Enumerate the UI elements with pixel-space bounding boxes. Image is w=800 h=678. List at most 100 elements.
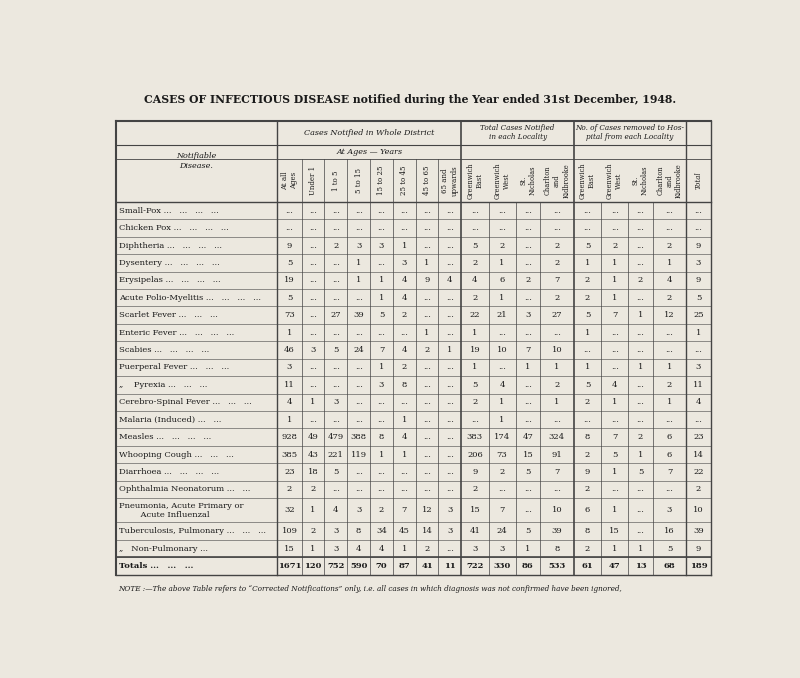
Text: 4: 4 <box>333 506 338 514</box>
Text: 7: 7 <box>378 346 384 354</box>
Text: 45 to 65: 45 to 65 <box>423 166 431 195</box>
Text: ...: ... <box>637 207 644 215</box>
Text: ...: ... <box>423 416 431 424</box>
Text: ...: ... <box>637 259 644 267</box>
Text: ...: ... <box>332 294 340 302</box>
Text: 24: 24 <box>354 346 364 354</box>
Text: ...: ... <box>610 416 618 424</box>
Text: ...: ... <box>400 398 408 406</box>
Text: 388: 388 <box>350 433 366 441</box>
Text: 10: 10 <box>694 506 704 514</box>
Text: ...: ... <box>332 485 340 494</box>
Text: 2: 2 <box>585 294 590 302</box>
Text: ...: ... <box>446 450 454 458</box>
Text: 2: 2 <box>667 241 672 250</box>
Text: ...: ... <box>524 485 532 494</box>
Text: ...: ... <box>309 329 317 336</box>
Text: ...: ... <box>446 241 454 250</box>
Text: 23: 23 <box>694 433 704 441</box>
Text: ...: ... <box>354 485 362 494</box>
Text: 1: 1 <box>472 329 478 336</box>
Text: 21: 21 <box>497 311 507 319</box>
Text: 1: 1 <box>424 329 430 336</box>
Text: 1: 1 <box>612 294 618 302</box>
Text: Small-Pox ...   ...   ...   ...: Small-Pox ... ... ... ... <box>119 207 219 215</box>
Text: 2: 2 <box>499 241 505 250</box>
Text: 2: 2 <box>554 294 559 302</box>
Text: ...: ... <box>498 224 506 232</box>
Text: ...: ... <box>553 224 561 232</box>
Text: 221: 221 <box>328 450 344 458</box>
Text: ...: ... <box>446 294 454 302</box>
Text: 14: 14 <box>693 450 704 458</box>
Text: 4: 4 <box>286 398 292 406</box>
Text: 1: 1 <box>499 259 505 267</box>
Text: 5: 5 <box>585 311 590 319</box>
Text: 1: 1 <box>638 311 643 319</box>
Text: 2: 2 <box>667 381 672 389</box>
Text: 3: 3 <box>333 544 338 553</box>
Text: 4: 4 <box>402 277 407 284</box>
Text: ...: ... <box>332 363 340 372</box>
Text: 3: 3 <box>333 527 338 535</box>
Text: ...: ... <box>446 329 454 336</box>
Text: ...: ... <box>637 346 644 354</box>
Text: 2: 2 <box>334 241 338 250</box>
Text: 4: 4 <box>402 433 407 441</box>
Text: 119: 119 <box>350 450 366 458</box>
Text: 5: 5 <box>667 544 672 553</box>
Text: ...: ... <box>286 224 294 232</box>
Text: 3: 3 <box>402 259 407 267</box>
Text: No. of Cases removed to Hos-
pital from each Locality: No. of Cases removed to Hos- pital from … <box>576 123 685 142</box>
Text: 1: 1 <box>667 259 672 267</box>
Text: 39: 39 <box>551 527 562 535</box>
Text: 91: 91 <box>551 450 562 458</box>
Text: ...: ... <box>354 224 362 232</box>
Text: 1: 1 <box>378 363 384 372</box>
Text: 5: 5 <box>585 381 590 389</box>
Text: 324: 324 <box>549 433 565 441</box>
Text: 4: 4 <box>356 544 362 553</box>
Text: Cerebro-Spinal Fever ...   ...   ...: Cerebro-Spinal Fever ... ... ... <box>119 398 252 406</box>
Text: Puerperal Fever ...   ...   ...: Puerperal Fever ... ... ... <box>119 363 230 372</box>
Text: 15: 15 <box>284 544 295 553</box>
Text: 3: 3 <box>356 506 362 514</box>
Text: ...: ... <box>498 485 506 494</box>
Text: 3: 3 <box>499 544 505 553</box>
Text: 2: 2 <box>585 450 590 458</box>
Text: ...: ... <box>332 329 340 336</box>
Text: ...: ... <box>553 485 561 494</box>
Text: 752: 752 <box>327 562 345 570</box>
Text: ...: ... <box>423 381 431 389</box>
Text: 2: 2 <box>585 277 590 284</box>
Text: 3: 3 <box>310 346 316 354</box>
Text: 32: 32 <box>284 506 295 514</box>
Text: ...: ... <box>637 241 644 250</box>
Text: 2: 2 <box>472 259 478 267</box>
Text: 1: 1 <box>585 259 590 267</box>
Text: 1: 1 <box>499 398 505 406</box>
Text: 2: 2 <box>310 527 316 535</box>
Text: ...: ... <box>446 416 454 424</box>
Text: 23: 23 <box>284 468 295 476</box>
Text: Ophthalmia Neonatorum ...   ...: Ophthalmia Neonatorum ... ... <box>119 485 250 494</box>
Text: Greenwich
West: Greenwich West <box>606 162 623 199</box>
Text: 7: 7 <box>525 346 530 354</box>
Text: 11: 11 <box>444 562 456 570</box>
Text: 2: 2 <box>472 294 478 302</box>
Text: 24: 24 <box>497 527 507 535</box>
Text: ...: ... <box>524 506 532 514</box>
Text: 4: 4 <box>696 398 702 406</box>
Text: 1 to 5: 1 to 5 <box>332 170 340 191</box>
Text: ...: ... <box>423 468 431 476</box>
Text: ...: ... <box>332 416 340 424</box>
Text: 1: 1 <box>525 544 530 553</box>
Text: ...: ... <box>309 363 317 372</box>
Text: 533: 533 <box>548 562 566 570</box>
Text: 27: 27 <box>330 311 341 319</box>
Text: ...: ... <box>378 329 386 336</box>
Text: ...: ... <box>423 241 431 250</box>
Text: 3: 3 <box>356 241 362 250</box>
Text: ...: ... <box>354 363 362 372</box>
Text: ...: ... <box>524 294 532 302</box>
